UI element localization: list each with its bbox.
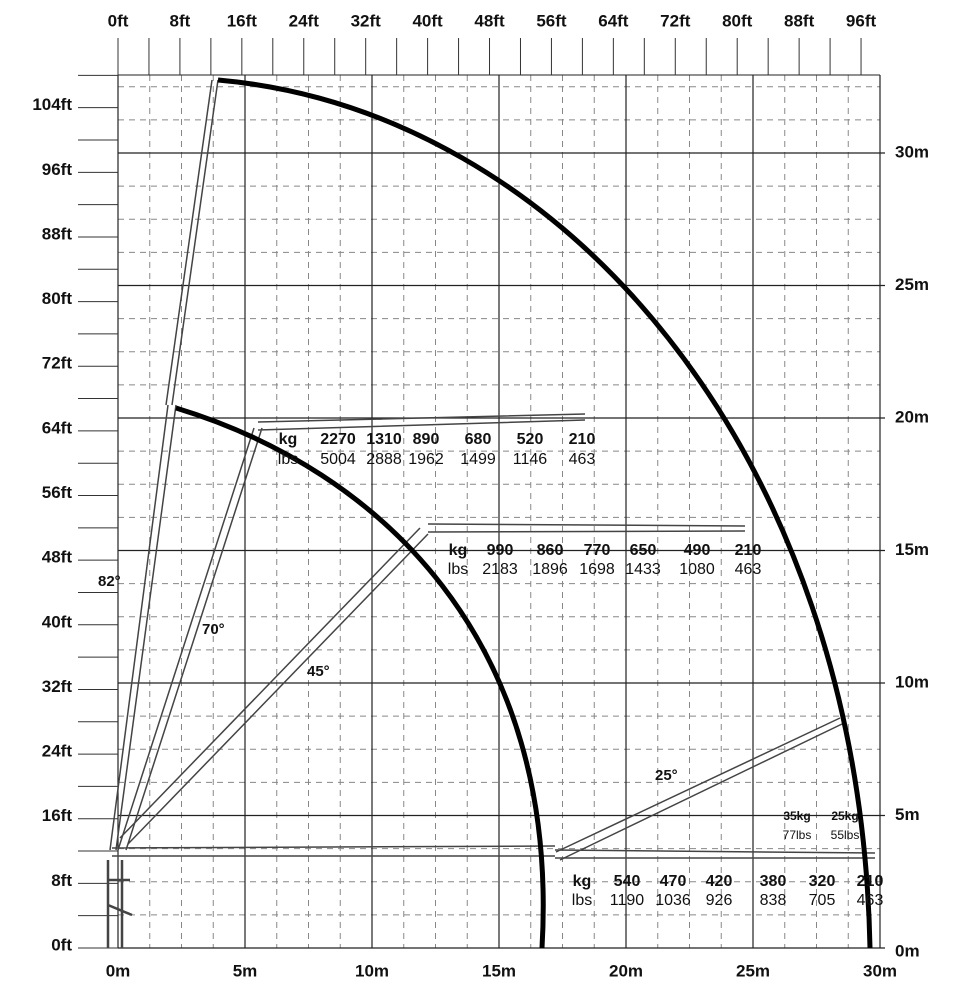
load-lbs: 1080 <box>679 561 715 578</box>
load-kg: 540 <box>614 873 641 890</box>
angle-label: 82° <box>98 573 121 590</box>
load-kg: 210 <box>857 873 884 890</box>
left-ft-label: 48ft <box>42 548 73 567</box>
load-lbs: 1433 <box>625 561 661 578</box>
left-ft-label: 96ft <box>42 160 73 179</box>
bottom-m-label: 25m <box>736 961 770 980</box>
load-lbs: lbs <box>278 451 298 468</box>
bottom-m-label: 30m <box>863 961 897 980</box>
top-ft-label: 72ft <box>660 11 691 30</box>
load-lbs: 1146 <box>513 451 548 468</box>
load-kg: 990 <box>487 542 514 559</box>
angle-label: 25° <box>655 767 678 784</box>
labels: 0ft 8ft 16ft 24ft 32ft 40ft 48ft 56ft 64ft 72ft 80… <box>32 11 929 980</box>
top-ft-label: 8ft <box>170 11 191 30</box>
top-ft-label: 56ft <box>536 11 567 30</box>
load-kg: 1310 <box>366 431 402 448</box>
tip-kg: 25kg <box>831 809 858 823</box>
left-ft-label: 80ft <box>42 289 73 308</box>
load-kg: 320 <box>809 873 836 890</box>
left-ft-label: 40ft <box>42 612 73 631</box>
load-kg: 650 <box>630 542 657 559</box>
load-lbs: 463 <box>569 451 596 468</box>
angle-label: 45° <box>307 663 330 680</box>
load-kg: 890 <box>413 431 440 448</box>
load-lbs: 2183 <box>482 561 518 578</box>
load-lbs: 463 <box>857 892 884 909</box>
load-lbs: 1698 <box>579 561 615 578</box>
tip-lbs: 77lbs <box>783 828 812 842</box>
top-ft-label: 0ft <box>108 11 129 30</box>
right-m-label: 20m <box>895 407 929 426</box>
load-lbs: 1190 <box>610 892 645 909</box>
right-m-label: 15m <box>895 540 929 559</box>
left-ft-label: 104ft <box>32 95 72 114</box>
load-lbs: 1896 <box>532 561 568 578</box>
bottom-m-label: 20m <box>609 961 643 980</box>
load-kg: 490 <box>684 542 711 559</box>
load-kg: 2270 <box>320 431 356 448</box>
load-kg: kg <box>573 873 592 890</box>
top-ft-label: 16ft <box>227 11 258 30</box>
load-lbs: 1036 <box>655 892 691 909</box>
right-m-label: 10m <box>895 672 929 691</box>
load-kg: 210 <box>569 431 596 448</box>
load-kg: 210 <box>735 542 762 559</box>
load-lbs: 1499 <box>460 451 496 468</box>
load-kg: 860 <box>537 542 564 559</box>
load-lbs: 705 <box>809 892 836 909</box>
bottom-m-label: 10m <box>355 961 389 980</box>
right-m-label: 5m <box>895 805 920 824</box>
reach-arcs <box>175 77 873 949</box>
right-m-label: 30m <box>895 142 929 161</box>
boom-lines <box>106 79 876 948</box>
load-kg: 680 <box>465 431 492 448</box>
left-ft-label: 0ft <box>51 935 72 954</box>
load-kg: 380 <box>760 873 787 890</box>
top-ft-label: 24ft <box>289 11 320 30</box>
top-ft-label: 96ft <box>846 11 877 30</box>
tip-lbs: 55lbs <box>831 828 860 842</box>
load-kg: 520 <box>517 431 544 448</box>
left-ft-label: 32ft <box>42 677 73 696</box>
left-ft-label: 8ft <box>51 871 72 890</box>
left-ft-label: 24ft <box>42 742 73 761</box>
load-lbs: 2888 <box>366 451 402 468</box>
load-kg: kg <box>279 431 298 448</box>
load-lbs: 463 <box>735 561 762 578</box>
top-ft-label: 48ft <box>474 11 505 30</box>
bottom-m-label: 15m <box>482 961 516 980</box>
top-ft-label: 32ft <box>351 11 382 30</box>
load-kg: 770 <box>584 542 611 559</box>
load-lbs: 5004 <box>320 451 356 468</box>
bottom-m-label: 0m <box>106 961 131 980</box>
bottom-m-label: 5m <box>233 961 258 980</box>
top-ft-label: 80ft <box>722 11 753 30</box>
load-kg: kg <box>449 542 468 559</box>
right-m-label: 0m <box>895 941 920 960</box>
left-ft-label: 72ft <box>42 354 73 373</box>
top-ft-label: 64ft <box>598 11 629 30</box>
left-ft-label: 88ft <box>42 224 73 243</box>
angle-label: 70° <box>202 621 225 638</box>
load-kg: 470 <box>660 873 687 890</box>
right-m-label: 25m <box>895 275 929 294</box>
load-lbs: lbs <box>448 561 468 578</box>
left-ft-label: 56ft <box>42 483 73 502</box>
load-lbs: lbs <box>572 892 592 909</box>
load-lbs: 1962 <box>408 451 444 468</box>
load-lbs: 838 <box>760 892 787 909</box>
load-lbs: 926 <box>706 892 733 909</box>
left-ft-label: 16ft <box>42 806 73 825</box>
top-ft-label: 40ft <box>412 11 443 30</box>
top-ft-label: 88ft <box>784 11 815 30</box>
tip-kg: 35kg <box>783 809 810 823</box>
load-kg: 420 <box>706 873 733 890</box>
grid <box>78 38 885 949</box>
left-ft-label: 64ft <box>42 418 73 437</box>
